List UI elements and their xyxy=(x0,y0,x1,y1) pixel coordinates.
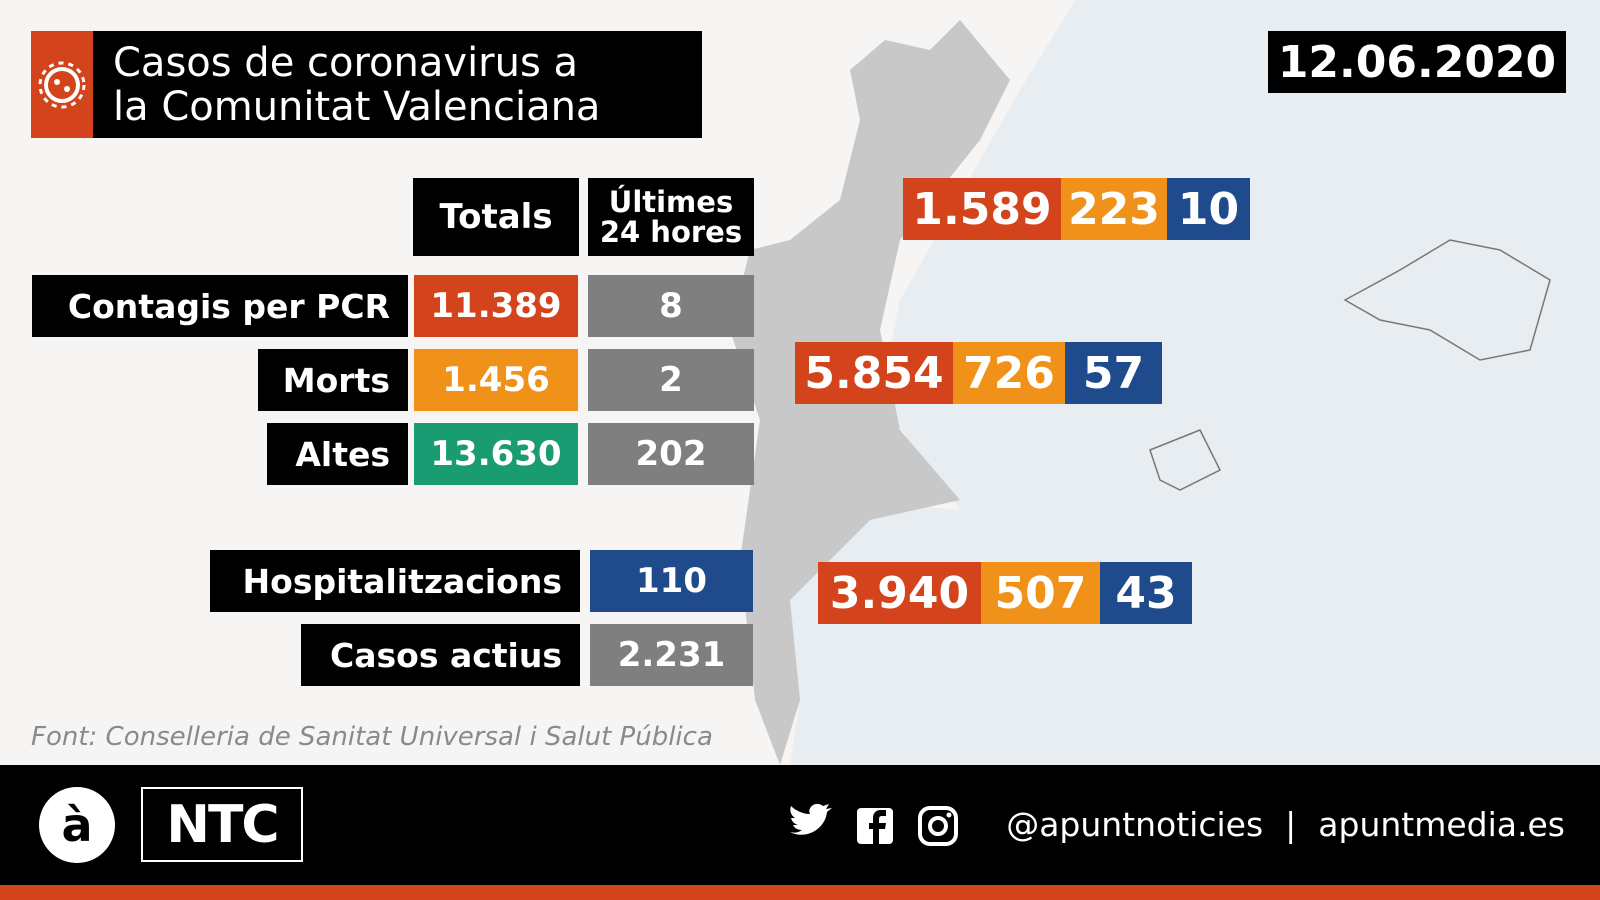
social-icons xyxy=(790,803,958,846)
row-label: Morts xyxy=(258,349,408,411)
province-value: 507 xyxy=(981,562,1100,624)
source: Font: Conselleria de Sanitat Universal i… xyxy=(31,722,713,752)
total-value: 110 xyxy=(590,550,753,612)
province-value: 57 xyxy=(1065,342,1162,404)
title-box: Casos de coronavirus a la Comunitat Vale… xyxy=(93,31,702,138)
handle: @apuntnoticies xyxy=(1006,805,1264,844)
title-line: la Comunitat Valenciana xyxy=(113,83,601,130)
brand: NTC xyxy=(141,787,303,862)
province-value: 726 xyxy=(953,342,1065,404)
daily-value: 8 xyxy=(588,275,754,337)
footer-strip xyxy=(0,885,1600,900)
province-value: 3.940 xyxy=(818,562,981,624)
virus-icon-box xyxy=(31,31,93,138)
province-value: 10 xyxy=(1167,178,1250,240)
separator: | xyxy=(1285,805,1297,844)
website: apuntmedia.es xyxy=(1318,805,1565,844)
total-value: 2.231 xyxy=(590,624,753,686)
logo: à xyxy=(39,787,115,863)
date: 12.06.2020 xyxy=(1268,31,1566,93)
row-label: Contagis per PCR xyxy=(32,275,408,337)
footer-links: @apuntnoticies | apuntmedia.es xyxy=(1006,805,1565,844)
daily-value: 2 xyxy=(588,349,754,411)
total-value: 13.630 xyxy=(414,423,578,485)
province-value: 223 xyxy=(1061,178,1167,240)
row-label: Altes xyxy=(267,423,408,485)
province-value: 43 xyxy=(1100,562,1192,624)
province-value: 1.589 xyxy=(903,178,1061,240)
total-value: 1.456 xyxy=(414,349,578,411)
column-header: Últimes 24 hores xyxy=(588,178,754,256)
row-label: Hospitalitzacions xyxy=(210,550,580,612)
total-value: 11.389 xyxy=(414,275,578,337)
province-value: 5.854 xyxy=(795,342,953,404)
daily-value: 202 xyxy=(588,423,754,485)
row-label: Casos actius xyxy=(301,624,580,686)
title-line: Casos de coronavirus a xyxy=(113,39,579,86)
column-header: Totals xyxy=(413,178,579,256)
